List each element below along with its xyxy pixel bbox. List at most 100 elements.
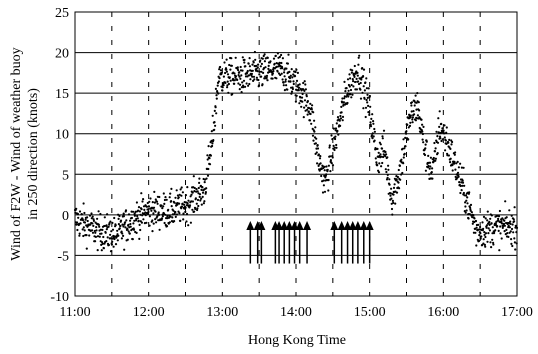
data-point <box>126 238 129 241</box>
data-point <box>266 79 269 82</box>
data-point <box>437 117 440 120</box>
data-point <box>475 244 478 247</box>
data-point <box>504 200 507 203</box>
data-point <box>239 83 242 86</box>
data-point <box>388 178 391 181</box>
data-point <box>423 153 427 157</box>
data-point <box>299 96 302 99</box>
data-point <box>339 124 342 127</box>
y-tick-label: 0 <box>62 209 69 224</box>
data-point <box>137 209 140 212</box>
data-point <box>247 74 251 77</box>
data-point <box>306 113 309 116</box>
data-point <box>211 144 214 148</box>
data-point <box>95 229 98 232</box>
data-point <box>339 117 343 120</box>
data-point <box>193 186 196 190</box>
data-point <box>344 90 347 93</box>
data-point <box>217 80 220 83</box>
data-point <box>444 139 447 142</box>
data-point <box>433 141 436 145</box>
data-point <box>163 221 166 225</box>
data-point <box>298 102 301 105</box>
x-tick-labels: 11:00 12:00 13:00 14:00 15:00 16:00 17:00 <box>59 305 533 320</box>
data-point <box>391 213 394 216</box>
data-point <box>174 196 177 199</box>
data-point <box>328 146 331 149</box>
data-point <box>203 181 206 184</box>
data-point <box>226 86 229 89</box>
data-point <box>409 114 412 117</box>
data-point <box>390 197 393 200</box>
data-point <box>122 215 125 218</box>
data-point <box>409 116 412 119</box>
data-point <box>343 97 346 100</box>
data-point <box>286 62 289 65</box>
data-point <box>465 199 468 202</box>
data-point <box>309 112 312 116</box>
data-point <box>341 115 345 118</box>
data-point <box>381 137 384 140</box>
data-point <box>111 240 114 243</box>
data-point <box>286 88 289 91</box>
data-point <box>283 89 286 92</box>
data-point <box>104 231 107 234</box>
data-point <box>434 147 437 150</box>
data-point <box>390 207 394 211</box>
data-point <box>388 183 391 186</box>
data-point <box>113 235 116 238</box>
data-point <box>290 90 294 93</box>
data-point <box>357 82 361 86</box>
data-point <box>428 173 431 176</box>
data-point <box>278 61 281 64</box>
data-point <box>357 63 360 66</box>
data-point <box>215 94 218 97</box>
data-point <box>366 93 369 96</box>
data-point <box>244 65 247 68</box>
data-point <box>406 123 409 126</box>
data-point <box>442 129 445 132</box>
data-point <box>473 217 476 220</box>
data-point <box>336 116 340 119</box>
data-point <box>239 77 242 80</box>
data-point <box>124 221 127 224</box>
up-arrow <box>343 220 352 264</box>
data-point <box>459 191 462 195</box>
data-point <box>198 181 201 184</box>
data-point <box>245 82 248 85</box>
data-point <box>481 221 484 224</box>
data-point <box>255 76 258 79</box>
data-point <box>88 234 91 237</box>
data-point <box>101 228 104 231</box>
data-point <box>152 222 155 225</box>
data-point <box>305 104 308 107</box>
data-point <box>174 215 177 218</box>
data-point <box>257 78 260 82</box>
y-tick-label: 5 <box>62 168 69 183</box>
data-point <box>193 210 196 213</box>
data-point <box>180 207 183 210</box>
data-point <box>81 219 85 222</box>
y-tick-label: 15 <box>55 87 69 102</box>
data-point <box>321 164 324 168</box>
data-point <box>177 196 180 199</box>
data-point <box>242 86 245 89</box>
data-point <box>282 84 285 87</box>
data-point <box>402 162 405 165</box>
data-point <box>234 75 238 78</box>
data-point <box>494 222 497 225</box>
data-point <box>346 101 349 105</box>
data-point <box>421 138 424 141</box>
data-point <box>284 80 287 83</box>
data-point <box>272 57 276 60</box>
data-point <box>180 186 183 189</box>
data-point <box>369 121 372 124</box>
data-point <box>146 208 149 211</box>
data-point <box>319 162 322 165</box>
data-point <box>265 76 268 79</box>
data-point <box>168 221 171 224</box>
data-point <box>75 207 78 210</box>
data-point <box>457 175 460 178</box>
data-point <box>224 71 227 75</box>
